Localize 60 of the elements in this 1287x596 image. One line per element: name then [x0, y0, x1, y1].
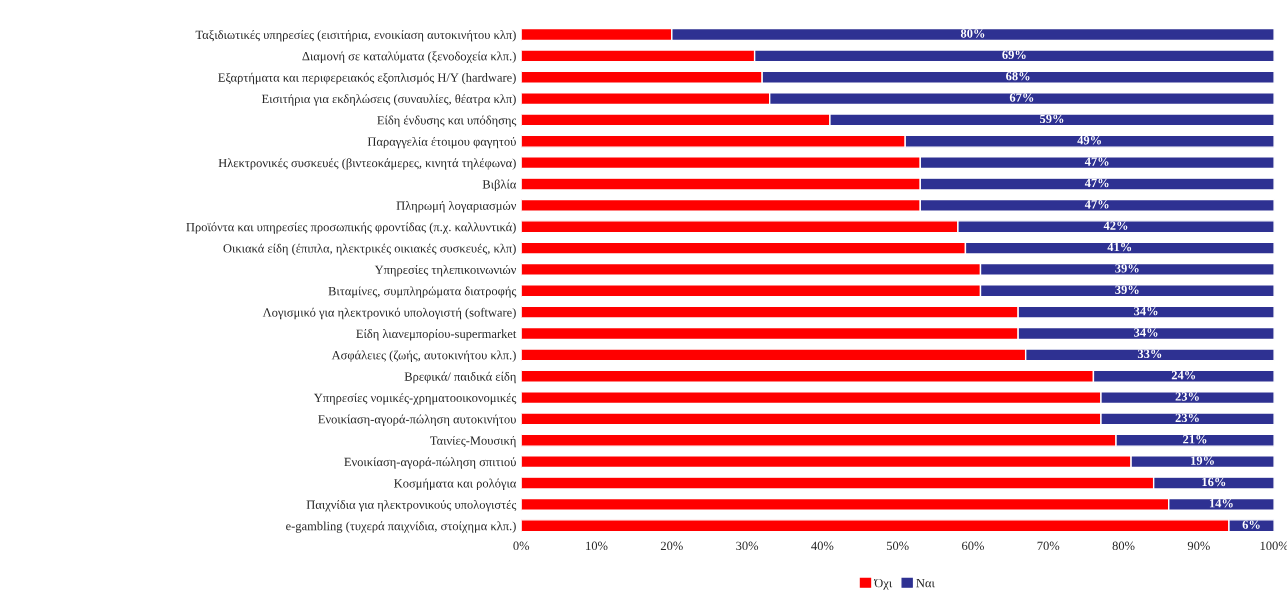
y-tick-label: Βιταμίνες, συμπληρώματα διατροφής [328, 286, 517, 298]
y-tick-label: Οικιακά είδη (έπιπλα, ηλεκτρικές οικιακές συσκευές, κλπ) [223, 243, 516, 256]
y-tick-label: Λογισμικό για ηλεκτρονικό υπολογιστή (software) [262, 307, 516, 320]
x-tick-label: 70% [1037, 541, 1060, 551]
data-label: 49% [1077, 136, 1101, 145]
x-tick-label: 90% [1187, 541, 1210, 551]
x-tick-label: 50% [886, 541, 909, 551]
data-label: 33% [1137, 349, 1162, 359]
y-tick-label: Βρεφικά/ παιδικά είδη [404, 371, 516, 384]
data-label: 39% [1115, 264, 1139, 273]
data-label: 69% [1002, 50, 1026, 60]
x-tick-label: 80% [1112, 541, 1135, 551]
y-tick-label: Ηλεκτρονικές συσκευές (βιντεοκάμερες, κινητά τηλέφωνα) [218, 158, 516, 170]
y-tick-label: Εισιτήρια για εκδηλώσεις (συναυλίες, θέατρα κλπ) [261, 94, 516, 106]
y-tick-label: Εξαρτήματα και περιφερειακός εξοπλισμός Η/Υ (hardware) [218, 72, 516, 85]
data-label: 59% [1040, 114, 1064, 124]
legend-label: Ναι [916, 578, 935, 588]
y-tick-label: e-gambling (τυχερά παιχνίδια, στοίχημα κλπ.) [286, 521, 516, 533]
y-tick-label: Ασφάλειες (ζωής, αυτοκινήτου κλπ.) [331, 350, 516, 362]
data-label: 23% [1175, 392, 1199, 401]
x-tick-label: 60% [962, 541, 984, 551]
y-tick-label: Ενοικίαση-αγορά-πώληση σπιτιού [344, 457, 516, 469]
data-label: 34% [1134, 306, 1158, 316]
data-label: 24% [1171, 370, 1196, 380]
data-label: 14% [1209, 499, 1233, 508]
data-label: 19% [1191, 456, 1214, 465]
y-tick-label: Παραγγελία έτοιμου φαγητού [367, 136, 516, 149]
data-label: 34% [1134, 328, 1158, 337]
y-tick-label: Υπηρεσίες νομικές-χρηματοοικονομικές [313, 393, 517, 405]
y-tick-label: Υπηρεσίες τηλεπικοινωνιών [374, 265, 517, 277]
x-tick-label: 20% [660, 541, 683, 551]
data-label: 23% [1175, 413, 1199, 423]
data-label: 21% [1183, 434, 1207, 444]
y-tick-label: Προϊόντα και υπηρεσίες προσωπικής φροντίδας (π.χ. καλλυντικά) [186, 222, 516, 234]
y-tick-label: Κοσμήματα και ρολόγια [394, 478, 517, 491]
data-label: 42% [1103, 221, 1128, 230]
y-tick-label: Πληρωμή λογαριασμών [396, 200, 517, 213]
data-label: 80% [960, 29, 985, 38]
y-tick-label: Παιχνίδια για ηλεκτρονικούς υπολογιστές [306, 499, 517, 512]
x-tick-label: 10% [586, 541, 608, 551]
y-tick-label: Ενοικίαση-αγορά-πώληση αυτοκινήτου [318, 414, 516, 427]
x-tick-label: 30% [736, 541, 759, 551]
data-label: 6% [1242, 520, 1260, 529]
data-label: 47% [1084, 178, 1109, 188]
legend-label: Όχι [873, 578, 893, 590]
data-label: 67% [1009, 93, 1034, 102]
y-tick-label: Διαμονή σε καταλύματα (ξενοδοχεία κλπ.) [302, 51, 516, 63]
data-label: 16% [1202, 477, 1226, 487]
data-label: 39% [1115, 285, 1139, 294]
y-tick-label: Ταξιδιωτικές υπηρεσίες (εισιτήρια, ενοικίαση αυτοκινήτου κλπ) [195, 30, 516, 42]
data-label: 47% [1084, 157, 1109, 166]
y-tick-label: Ταινίες-Μουσική [430, 435, 516, 448]
y-tick-label: Είδη λιανεμπορίου-supermarket [356, 329, 517, 341]
data-label: 47% [1084, 200, 1109, 209]
x-tick-label: 0% [513, 541, 530, 551]
data-label: 68% [1006, 71, 1030, 81]
data-label: 41% [1107, 242, 1132, 252]
y-tick-label: Είδη ένδυσης και υπόδησης [377, 115, 517, 128]
x-tick-label: 40% [811, 541, 834, 551]
y-tick-label: Βιβλία [482, 179, 517, 192]
